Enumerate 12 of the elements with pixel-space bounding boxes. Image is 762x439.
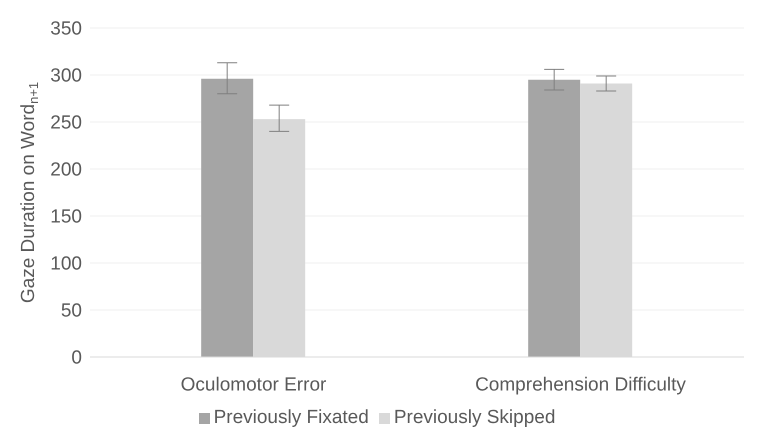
legend-label: Previously Fixated xyxy=(214,407,369,428)
x-tick-label: Comprehension Difficulty xyxy=(475,374,686,396)
y-tick-label: 50 xyxy=(60,300,82,322)
y-tick-label: 250 xyxy=(50,112,82,134)
y-tick-label: 350 xyxy=(50,18,82,40)
y-tick-label: 200 xyxy=(50,160,82,181)
legend-label: Previously Skipped xyxy=(394,407,556,428)
y-tick-label: 150 xyxy=(50,206,82,228)
y-tick-label: 100 xyxy=(50,254,82,275)
x-tick-label: Oculomotor Error xyxy=(180,374,328,396)
y-tick-label: 300 xyxy=(50,66,82,87)
y-tick-label: 0 xyxy=(71,348,82,369)
